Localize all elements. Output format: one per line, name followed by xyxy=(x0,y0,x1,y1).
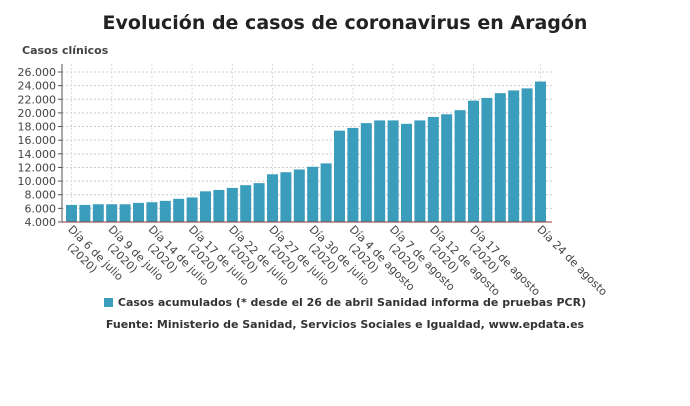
legend-swatch xyxy=(103,298,113,307)
bar xyxy=(293,169,305,222)
bar xyxy=(401,123,412,222)
y-tick-label: 22.000 xyxy=(18,93,57,106)
bar xyxy=(347,127,359,222)
bar xyxy=(280,172,292,222)
bar xyxy=(414,120,426,222)
y-tick-label: 26.000 xyxy=(18,66,57,79)
legend: Casos acumulados (* desde el 26 de abril… xyxy=(0,296,690,309)
bar xyxy=(133,202,144,222)
y-tick-label: 18.000 xyxy=(18,121,57,134)
bar xyxy=(79,204,91,222)
bar xyxy=(119,204,131,222)
bar xyxy=(521,88,533,222)
bar xyxy=(66,204,77,222)
bar xyxy=(387,120,399,222)
bar xyxy=(320,163,332,222)
bar xyxy=(494,93,506,223)
bar xyxy=(441,114,453,222)
bar xyxy=(200,191,211,222)
bar xyxy=(240,185,252,222)
y-tick-label: 24.000 xyxy=(18,80,57,93)
bar xyxy=(226,187,238,222)
y-tick-label: 16.000 xyxy=(18,134,57,147)
bar xyxy=(535,81,546,222)
x-tick-label: Día 24 de agosto xyxy=(534,223,610,299)
y-tick-label: 4.000 xyxy=(25,216,57,229)
y-axis-label: Casos clínicos xyxy=(22,44,109,57)
bar xyxy=(267,174,278,222)
bar xyxy=(427,117,439,222)
bar xyxy=(360,123,372,222)
chart-title: Evolución de casos de coronavirus en Ara… xyxy=(102,12,588,34)
bar xyxy=(508,90,520,222)
bar xyxy=(186,197,198,222)
bar xyxy=(106,204,118,222)
source-note: Fuente: Ministerio de Sanidad, Servicios… xyxy=(105,318,585,331)
bar xyxy=(481,97,493,222)
y-tick-label: 14.000 xyxy=(18,148,57,161)
bar xyxy=(213,189,225,222)
y-tick-label: 6.000 xyxy=(25,202,57,215)
y-tick-label: 12.000 xyxy=(18,161,57,174)
y-tick-label: 20.000 xyxy=(18,107,57,120)
bar xyxy=(374,120,386,222)
bar xyxy=(173,198,185,222)
bar xyxy=(454,110,466,222)
bar xyxy=(468,100,479,222)
bar xyxy=(253,183,265,222)
y-tick-label: 8.000 xyxy=(25,189,57,202)
bar xyxy=(159,200,171,222)
bar xyxy=(334,130,345,222)
bar xyxy=(307,166,319,222)
bar xyxy=(146,202,158,222)
legend-label: Casos acumulados (* desde el 26 de abril… xyxy=(117,296,587,309)
bar xyxy=(92,204,104,222)
y-tick-label: 10.000 xyxy=(18,175,57,188)
